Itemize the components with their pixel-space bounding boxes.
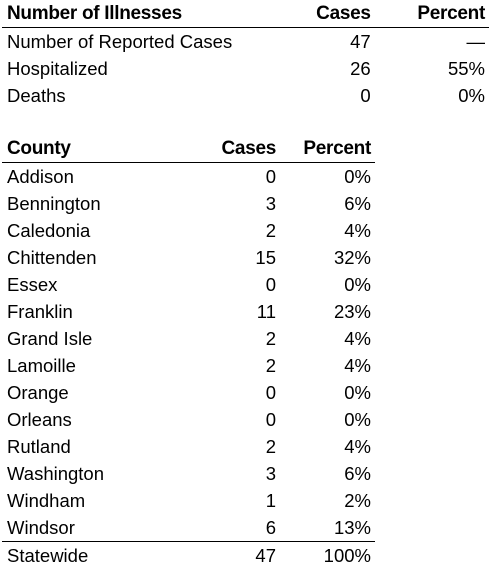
county-percent: 4% [344, 355, 371, 376]
total-cases: 47 [187, 541, 280, 569]
table-row: Grand Isle 2 4% [2, 325, 375, 352]
table-row: Chittenden 15 32% [2, 244, 375, 271]
table-row: Rutland 2 4% [2, 433, 375, 460]
county-percent: 32% [333, 247, 371, 268]
county-name: Bennington [7, 193, 101, 214]
county-percent: 0% [344, 382, 371, 403]
county-name: Washington [7, 463, 105, 484]
row-percent: — [466, 31, 486, 52]
table-row: Caledonia 2 4% [2, 217, 375, 244]
county-name: Franklin [7, 301, 73, 322]
total-percent: 100% [280, 541, 375, 569]
illness-summary-table: Number of Illnesses Cases Percent Number… [2, 1, 489, 109]
county-cases: 0 [265, 409, 276, 430]
statewide-total-row: Statewide 47 100% [2, 541, 375, 569]
county-name: Addison [7, 166, 74, 187]
row-cases: 0 [360, 85, 371, 106]
county-cases: 1 [265, 490, 276, 511]
county-percent: 4% [344, 436, 371, 457]
county-cases: 2 [265, 436, 276, 457]
county-cases: 11 [256, 301, 276, 322]
column-header-percent: Percent [280, 136, 375, 163]
column-header-cases: Cases [283, 1, 375, 28]
row-label: Hospitalized [7, 58, 108, 79]
county-cases: 0 [265, 382, 276, 403]
table-row: Hospitalized 26 55% [2, 55, 489, 82]
table-row: Windham 1 2% [2, 487, 375, 514]
county-name: Orleans [7, 409, 72, 430]
county-name: Orange [7, 382, 69, 403]
county-percent: 6% [344, 463, 371, 484]
county-percent: 23% [333, 301, 371, 322]
county-percent: 0% [344, 409, 371, 430]
county-cases: 2 [265, 355, 276, 376]
county-cases: 3 [265, 193, 276, 214]
total-label: Statewide [2, 541, 187, 569]
county-cases: 15 [255, 247, 276, 268]
table-row: Essex 0 0% [2, 271, 375, 298]
county-cases: 6 [265, 517, 276, 538]
county-name: Windham [7, 490, 86, 511]
table-row: Washington 3 6% [2, 460, 375, 487]
county-name: Essex [7, 274, 58, 295]
table-header-row: Number of Illnesses Cases Percent [2, 1, 489, 28]
county-cases-table: County Cases Percent Addison 0 0% Bennin… [2, 136, 375, 569]
table-header-row: County Cases Percent [2, 136, 375, 163]
column-header-illnesses: Number of Illnesses [2, 1, 284, 28]
county-cases: 3 [265, 463, 276, 484]
county-name: Rutland [7, 436, 71, 457]
table-row: Orleans 0 0% [2, 406, 375, 433]
table-row: Number of Reported Cases 47 — [2, 28, 489, 56]
row-percent: 55% [447, 58, 485, 79]
county-cases: 0 [265, 274, 276, 295]
county-percent: 2% [344, 490, 371, 511]
county-percent: 0% [344, 166, 371, 187]
county-percent: 6% [344, 193, 371, 214]
county-name: Chittenden [7, 247, 97, 268]
county-percent: 4% [344, 220, 371, 241]
row-cases: 26 [350, 58, 371, 79]
row-cases: 47 [350, 31, 371, 52]
row-label: Deaths [7, 85, 66, 106]
table-row: Windsor 6 13% [2, 514, 375, 542]
county-cases: 2 [265, 220, 276, 241]
table-row: Bennington 3 6% [2, 190, 375, 217]
county-name: Grand Isle [7, 328, 93, 349]
county-name: Windsor [7, 517, 75, 538]
column-header-county: County [2, 136, 187, 163]
county-name: Caledonia [7, 220, 91, 241]
county-percent: 4% [344, 328, 371, 349]
county-percent: 13% [333, 517, 371, 538]
table-row: Deaths 0 0% [2, 82, 489, 109]
county-cases: 0 [265, 166, 276, 187]
column-header-percent: Percent [374, 1, 489, 28]
row-percent: 0% [458, 85, 485, 106]
table-row: Orange 0 0% [2, 379, 375, 406]
table-row: Addison 0 0% [2, 163, 375, 191]
county-name: Lamoille [7, 355, 76, 376]
table-row: Lamoille 2 4% [2, 352, 375, 379]
county-cases: 2 [265, 328, 276, 349]
table-row: Franklin 11 23% [2, 298, 375, 325]
column-header-cases: Cases [187, 136, 280, 163]
row-label: Number of Reported Cases [7, 31, 233, 52]
county-percent: 0% [344, 274, 371, 295]
